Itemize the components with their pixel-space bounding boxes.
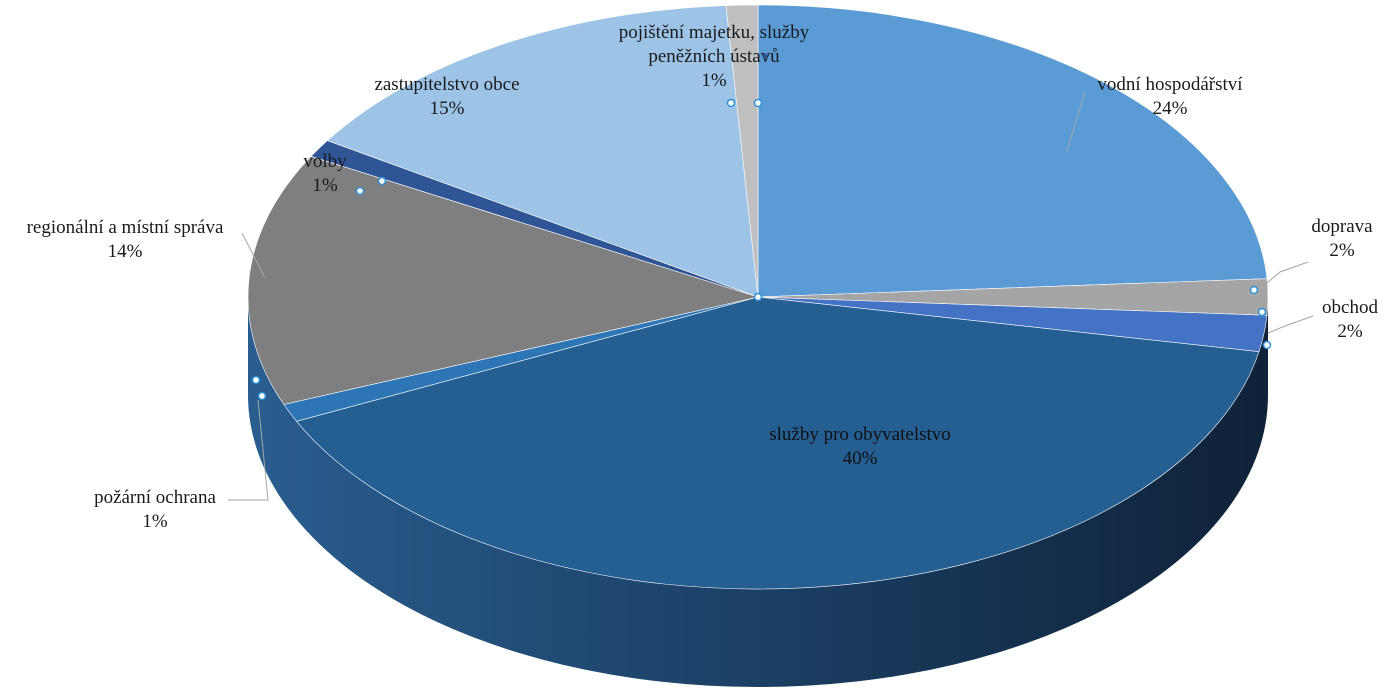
data-label-percent-obchod: 2% [1337, 321, 1363, 342]
pie-slice-pojisteni-majetku-sluzby-peneznich-ustavu[interactable] [725, 4, 759, 298]
selection-marker [762, 53, 768, 59]
selection-handle-7[interactable] [1262, 340, 1272, 350]
selection-handle-4[interactable] [355, 186, 365, 196]
data-label-vodni-hospodarstvi: vodní hospodářství [1097, 74, 1243, 95]
pie-slice-vodni-hospodarstvi[interactable] [757, 4, 1268, 298]
data-label-doprava: doprava [1311, 216, 1373, 237]
selection-handle-2[interactable] [726, 98, 736, 108]
data-label-obchod: obchod [1322, 297, 1378, 318]
data-label-volby: volby [303, 151, 347, 172]
pie-slice-sluzby-pro-obyvatelstvo[interactable] [296, 296, 1260, 590]
selection-handle-8[interactable] [251, 375, 261, 385]
pie-side-wall [248, 297, 1268, 687]
data-label-regionalni-a-mistni-sprava: regionální a místní správa [27, 217, 224, 238]
leader-line-doprava [1254, 261, 1309, 294]
leader-line-pozarni-ochrana [228, 399, 269, 501]
selection-handle-3[interactable] [377, 176, 387, 186]
data-label-percent-doprava: 2% [1329, 240, 1355, 261]
data-label-percent-sluzby-pro-obyvatelstvo: 40% [843, 448, 878, 469]
pie-slice-zastupitelstvo-obce[interactable] [326, 5, 759, 298]
data-label-pojisteni-majetku-sluzby-peneznich-ustavu-line2: peněžních ústavů [648, 46, 780, 67]
selection-handle-10[interactable] [753, 292, 763, 302]
data-label-percent-pojisteni-majetku-sluzby-peneznich-ustavu: 1% [701, 70, 727, 91]
leader-line-regionalni-a-mistni-sprava [241, 232, 266, 279]
data-label-percent-zastupitelstvo-obce: 15% [430, 98, 465, 119]
selection-handle-1[interactable] [753, 98, 763, 108]
data-label-sluzby-pro-obyvatelstvo: služby pro obyvatelstvo [769, 424, 951, 445]
selection-handle-9[interactable] [257, 391, 267, 401]
data-label-pozarni-ochrana: požární ochrana [94, 487, 216, 508]
leader-line-vodni-hospodarstvi [1066, 91, 1086, 151]
pie-slice-regionalni-a-mistni-sprava[interactable] [247, 155, 760, 405]
data-label-percent-regionalni-a-mistni-sprava: 14% [108, 241, 143, 262]
selection-handle-5[interactable] [1249, 285, 1259, 295]
data-label-percent-pozarni-ochrana: 1% [142, 511, 168, 532]
data-label-percent-volby: 1% [312, 175, 338, 196]
data-label-pojisteni-majetku-sluzby-peneznich-ustavu-line1: pojištění majetku, služby [619, 22, 810, 43]
data-label-zastupitelstvo-obce: zastupitelstvo obce [374, 74, 519, 95]
selection-handle-6[interactable] [1257, 307, 1267, 317]
data-label-percent-vodni-hospodarstvi: 24% [1153, 98, 1188, 119]
leader-line-obchod [1267, 315, 1314, 334]
